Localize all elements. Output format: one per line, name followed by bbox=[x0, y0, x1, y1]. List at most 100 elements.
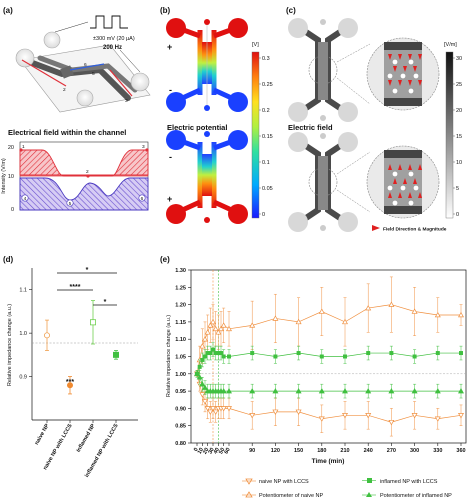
panel-e-point bbox=[295, 387, 302, 394]
panel-e-point bbox=[194, 370, 200, 377]
potential-device-top: + - bbox=[166, 18, 248, 112]
panel-e-point bbox=[342, 318, 348, 325]
electrode-num-3: 3 bbox=[125, 98, 128, 104]
panel-e-point bbox=[411, 308, 418, 314]
electrode-neg-right-2 bbox=[228, 130, 248, 150]
electrode-neg-right bbox=[228, 92, 248, 112]
panel-d-ytick-label: 0.9 bbox=[19, 375, 27, 381]
field-area-top bbox=[19, 149, 149, 177]
panel-e-series-line bbox=[196, 304, 461, 374]
signal-frequency: 200 Hz bbox=[103, 45, 122, 51]
panel-e-ytick-label: 0.80 bbox=[175, 441, 186, 447]
potential-device-bottom: - + bbox=[166, 130, 248, 224]
legend-item-0: naive NP with LCCS bbox=[242, 478, 309, 485]
panel-e-point bbox=[199, 381, 206, 387]
panel-e-legend: naive NP with LCCS Potentiometer of naiv… bbox=[242, 478, 452, 499]
panel-e-point bbox=[204, 406, 211, 412]
panel-e-xtick-label: 120 bbox=[271, 448, 280, 454]
field-colorbar-tick-label: 10 bbox=[456, 160, 462, 166]
electrode-num-2: 2 bbox=[63, 87, 66, 93]
panel-e-point bbox=[434, 387, 441, 394]
panel-e-xtick-label: 20 bbox=[202, 447, 210, 455]
panel-e-ytick-label: 1.25 bbox=[175, 285, 186, 291]
panel-e-point bbox=[342, 413, 348, 419]
electrode-pos-right bbox=[228, 18, 248, 38]
panel-e-point bbox=[205, 351, 210, 356]
panel-e-point bbox=[459, 351, 463, 356]
panel-e-point bbox=[435, 351, 440, 356]
panel-e-xtick-label: 240 bbox=[364, 448, 373, 454]
field-profile-plot: 20 10 0 Intensity (V/m) 1 2 3 4 5 6 bbox=[1, 141, 149, 213]
panel-d-ytick-label: 1.0 bbox=[19, 331, 27, 337]
field-ylabel: Intensity (V/m) bbox=[1, 158, 7, 194]
panel-e-point bbox=[458, 311, 464, 318]
field-area-bottom bbox=[19, 177, 149, 211]
panel-b-label: (b) bbox=[160, 6, 171, 15]
well-top-mid bbox=[43, 31, 61, 49]
panel-d-ylabel: Relative impedance change (a.u.) bbox=[7, 304, 13, 386]
panel-e-xtick-label: 210 bbox=[340, 448, 349, 454]
field-colorbar-tick-label: 0 bbox=[456, 212, 459, 218]
square-wave: ±300 mV (20 µA) 200 Hz bbox=[90, 15, 135, 51]
field-ytick-0: 0 bbox=[11, 207, 14, 213]
panel-e-xlabel: Time (min) bbox=[312, 458, 345, 465]
panel-e-point bbox=[204, 329, 211, 335]
panel-e-xtick-label: 360 bbox=[456, 448, 465, 454]
field-colorbar-tick-label: 25 bbox=[456, 82, 462, 88]
panel-e-ytick-label: 1.10 bbox=[175, 337, 186, 343]
panel-e-point bbox=[210, 406, 216, 412]
panel-e-point bbox=[199, 342, 206, 349]
field-legend-text: Field Direction & Magnitude bbox=[383, 227, 447, 233]
panel-e-point bbox=[388, 387, 395, 394]
panel-e-xtick-label: 150 bbox=[294, 448, 303, 454]
panel-e-xtick-label: 60 bbox=[223, 447, 231, 455]
panel-e-point bbox=[318, 308, 325, 314]
field-colorbar-tick-label: 20 bbox=[456, 108, 462, 114]
panel-a: (a) 2 3 6 5 ±300 mV (20 µA) 200 Hz bbox=[1, 6, 151, 213]
panel-e-ytick-label: 1.05 bbox=[175, 355, 186, 361]
panel-e-point bbox=[388, 419, 395, 426]
panel-e-ytick-label: 0.95 bbox=[175, 389, 186, 395]
panel-e-point bbox=[220, 387, 227, 394]
field-legend-arrow bbox=[372, 225, 380, 231]
potential-caption: Electric potential bbox=[167, 123, 227, 132]
panel-e-point bbox=[411, 413, 418, 419]
panel-e-point bbox=[218, 325, 224, 332]
electrode-num-5: 5 bbox=[92, 71, 95, 77]
panel-e-point bbox=[202, 384, 208, 390]
panel-e-series-line bbox=[196, 373, 462, 423]
panel-e-point bbox=[411, 387, 418, 394]
panel-e-point bbox=[250, 351, 255, 356]
panel-e-point bbox=[388, 301, 395, 307]
point-label-5: 5 bbox=[69, 201, 72, 207]
panel-e-label: (e) bbox=[160, 255, 170, 264]
panel-e-ytick-label: 1.15 bbox=[175, 320, 186, 326]
panel-e-point bbox=[249, 322, 256, 328]
panel-c-label: (c) bbox=[286, 6, 296, 15]
potential-colorbar-tick-label: 0.2 bbox=[262, 108, 270, 114]
potential-colorbar-tick-label: 0.3 bbox=[262, 56, 270, 62]
sig-star-2: **** bbox=[70, 284, 81, 291]
legend-item-2: inflamed NP with LCCS bbox=[362, 478, 438, 485]
sig-star-3: * bbox=[104, 299, 107, 306]
panel-e-point bbox=[212, 409, 219, 415]
electrode-pos-left bbox=[166, 18, 186, 38]
legend-item-3: Potentiometer of inflamed NP bbox=[362, 492, 452, 499]
sign-plus-top: + bbox=[167, 42, 172, 52]
panel-e-point bbox=[342, 387, 348, 394]
legend-item-1: Potentiometer of naive NP bbox=[242, 491, 324, 499]
panel-e-xtick-label: 40 bbox=[213, 447, 221, 455]
field-colorbar-tick-label: 5 bbox=[456, 186, 459, 192]
panel-e-point bbox=[249, 413, 256, 419]
electrode-neg-left bbox=[166, 92, 186, 112]
panel-e-point bbox=[272, 387, 279, 394]
panel-d-point bbox=[90, 319, 97, 326]
field-ytick-10: 10 bbox=[8, 174, 14, 180]
panel-e-point bbox=[458, 413, 464, 419]
panel-e-point bbox=[226, 406, 232, 412]
panel-e-xtick-label: 30 bbox=[207, 447, 215, 455]
signal-amplitude: ±300 mV (20 µA) bbox=[93, 36, 135, 42]
panel-e-point bbox=[343, 354, 347, 359]
significance-bars: * **** * *** bbox=[57, 267, 117, 386]
field-zoom-top bbox=[366, 37, 440, 111]
